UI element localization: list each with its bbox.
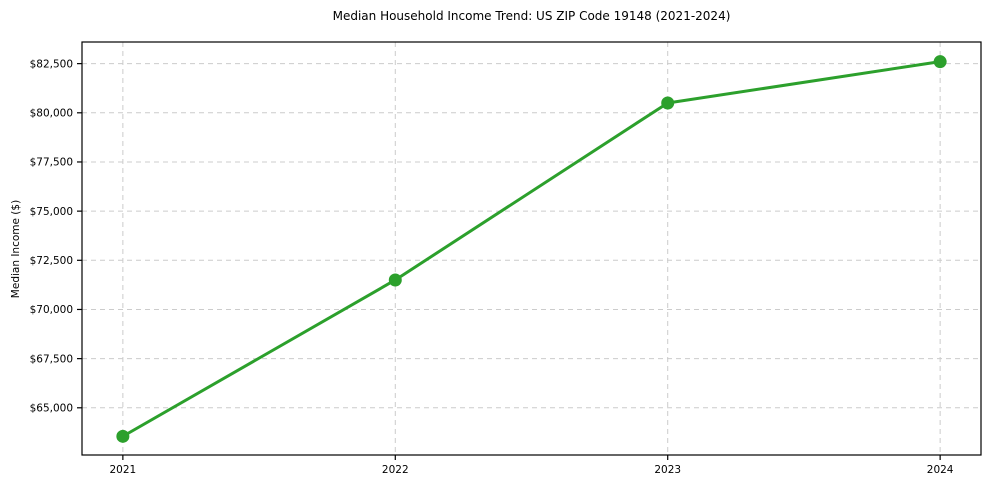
x-tick-label: 2021 (109, 464, 136, 476)
x-tick-label: 2023 (654, 464, 681, 476)
y-tick-label: $70,000 (30, 304, 73, 316)
y-tick-label: $75,000 (30, 206, 73, 218)
y-tick-label: $65,000 (30, 402, 73, 414)
data-point (388, 273, 402, 287)
x-tick-label: 2022 (382, 464, 409, 476)
chart-title: Median Household Income Trend: US ZIP Co… (332, 9, 731, 23)
y-tick-label: $67,500 (30, 353, 73, 365)
data-point (933, 55, 947, 69)
data-point (116, 429, 130, 443)
axes-frame (81, 41, 982, 456)
x-tick-label: 2024 (927, 464, 954, 476)
trend-line (121, 60, 942, 438)
y-tick-label: $72,500 (30, 255, 73, 267)
y-tick-label: $77,500 (30, 157, 73, 169)
data-point (661, 96, 675, 110)
y-tick-label: $80,000 (30, 107, 73, 119)
y-tick-label: $82,500 (30, 58, 73, 70)
